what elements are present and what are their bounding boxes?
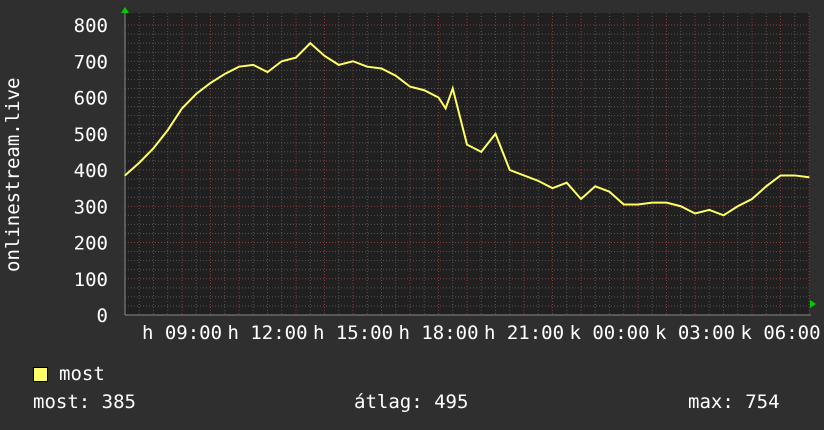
data-point — [494, 133, 497, 135]
y-axis-arrow-icon — [121, 7, 129, 13]
y-axis-title: onlinestream.live — [2, 78, 24, 272]
data-point — [694, 212, 696, 215]
data-point — [224, 73, 226, 75]
data-point — [266, 71, 269, 73]
data-point — [808, 176, 810, 178]
data-point — [323, 55, 326, 57]
data-point — [152, 147, 155, 149]
x-tick-label: h 21:00 — [484, 322, 564, 344]
x-tick-label: k 03:00 — [655, 322, 735, 344]
x-tick-label: h 15:00 — [313, 322, 393, 344]
data-point — [623, 203, 625, 206]
y-tick-label: 300 — [74, 196, 108, 218]
x-tick-label: h 09:00 — [142, 322, 222, 344]
y-tick-label: 500 — [74, 124, 108, 146]
y-tick-label: 800 — [74, 15, 108, 37]
data-point — [167, 129, 169, 131]
data-point — [537, 180, 539, 182]
x-tick-label: h 18:00 — [398, 322, 478, 344]
data-point — [209, 82, 212, 84]
data-point — [737, 205, 739, 207]
legend-swatch-most — [33, 366, 48, 382]
x-axis-arrow-icon — [810, 300, 816, 308]
x-axis: h 09:00 h 12:00 h 15:00 h 18:00 h 21:00 k 00:… — [142, 322, 821, 344]
stat-current: most: 385 — [33, 391, 136, 413]
data-point — [437, 96, 440, 99]
data-point — [580, 198, 582, 200]
data-point — [523, 174, 525, 177]
data-point — [637, 203, 639, 206]
data-point — [665, 202, 668, 204]
y-tick-label: 600 — [74, 88, 108, 110]
y-tick-label: 400 — [74, 160, 108, 182]
y-tick-label: 100 — [74, 269, 108, 291]
data-point — [181, 107, 183, 109]
data-point — [594, 185, 596, 187]
data-point — [295, 57, 297, 59]
data-point — [338, 64, 340, 66]
legend: most — [33, 363, 105, 385]
data-point — [680, 205, 682, 207]
data-point — [608, 191, 611, 193]
data-point — [366, 66, 368, 68]
x-tick-label: h 12:00 — [227, 322, 307, 344]
series-most — [124, 41, 810, 217]
data-point — [480, 151, 482, 153]
data-point — [445, 107, 447, 109]
y-tick-label: 700 — [74, 51, 108, 73]
stat-average: átlag: 495 — [354, 391, 469, 413]
data-point — [452, 87, 454, 90]
data-point — [423, 89, 425, 91]
data-point — [195, 93, 197, 95]
stat-max: max: 754 — [688, 391, 780, 413]
data-point — [765, 185, 767, 187]
x-tick-label: k 00:00 — [569, 322, 649, 344]
data-point — [551, 187, 554, 189]
data-point — [751, 198, 753, 200]
chart: 0 100 200 300 400 500 600 700 800 h 09:00 h 12:00… — [2, 7, 821, 344]
legend-label-most: most — [59, 363, 105, 385]
y-tick-label: 0 — [97, 305, 108, 327]
data-point — [138, 162, 140, 164]
y-axis: 0 100 200 300 400 500 600 700 800 — [74, 15, 108, 327]
data-point — [238, 66, 240, 68]
series-line-most — [124, 41, 810, 217]
data-point — [352, 60, 354, 62]
data-point — [380, 67, 383, 70]
data-point — [466, 144, 468, 146]
data-point — [779, 174, 782, 177]
data-point — [395, 75, 397, 77]
data-point — [794, 174, 796, 177]
data-point — [708, 209, 710, 211]
data-point — [722, 214, 725, 216]
grid — [124, 11, 811, 316]
y-tick-label: 200 — [74, 233, 108, 255]
data-point — [124, 174, 126, 177]
data-point — [566, 182, 568, 184]
data-point — [409, 86, 411, 88]
data-point — [309, 42, 311, 44]
data-point — [252, 64, 254, 66]
data-point — [509, 169, 511, 171]
data-point — [281, 60, 283, 62]
data-point — [651, 202, 653, 204]
x-tick-label: k 06:00 — [740, 322, 820, 344]
